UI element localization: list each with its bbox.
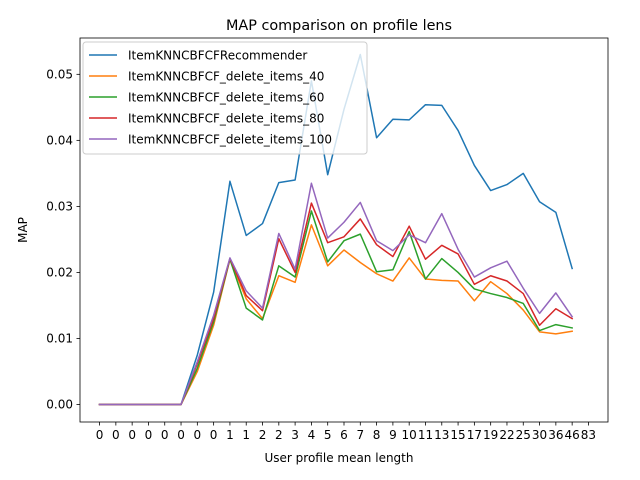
- x-tick-label: 0: [161, 428, 169, 442]
- x-tick-label: 0: [145, 428, 153, 442]
- chart-title: MAP comparison on profile lens: [226, 18, 452, 34]
- x-tick-label: 8: [373, 428, 381, 442]
- x-tick-label: 0: [210, 428, 218, 442]
- x-tick-label: 4: [308, 428, 316, 442]
- y-tick-label: 0.04: [46, 134, 73, 148]
- x-tick-label: 0: [128, 428, 136, 442]
- y-tick-label: 0.02: [46, 266, 73, 280]
- x-tick-label: 7: [356, 428, 364, 442]
- x-tick-label: 46: [565, 428, 580, 442]
- legend-entry-1: ItemKNNCBFCFRecommender: [128, 48, 307, 62]
- x-tick-label: 3: [291, 428, 299, 442]
- x-tick-label: 17: [467, 428, 482, 442]
- x-tick-label: 83: [581, 428, 596, 442]
- x-tick-label: 36: [548, 428, 563, 442]
- y-axis-label: MAP: [16, 217, 30, 243]
- x-tick-label: 0: [194, 428, 202, 442]
- y-tick-label: 0.01: [46, 332, 73, 346]
- y-tick-label: 0.05: [46, 68, 73, 82]
- x-tick-label: 10: [402, 428, 417, 442]
- x-tick-label: 13: [434, 428, 449, 442]
- y-tick-label: 0.03: [46, 200, 73, 214]
- x-tick-label: 1: [226, 428, 234, 442]
- x-tick-label: 0: [96, 428, 104, 442]
- x-tick-label: 22: [499, 428, 514, 442]
- x-tick-label: 0: [112, 428, 120, 442]
- x-tick-label: 11: [418, 428, 433, 442]
- series-line-5: [98, 182, 574, 406]
- legend-box: [82, 41, 368, 155]
- x-tick-label: 5: [324, 428, 332, 442]
- x-tick-label: 19: [483, 428, 498, 442]
- axes-layer: 0 0 0 0 0 0 0 0 1 1 2 2 3 4 5 6 7 8 9 10 11 13 15 17 19 22 25 30 36 4…: [46, 37, 609, 442]
- x-tick-label: 0: [177, 428, 185, 442]
- x-tick-label: 6: [340, 428, 348, 442]
- y-tick-label: 0.00: [46, 398, 73, 412]
- legend-entry-2: ItemKNNCBFCF_delete_items_40: [128, 69, 324, 83]
- x-tick-label: 2: [275, 428, 283, 442]
- legend-entry-3: ItemKNNCBFCF_delete_items_60: [128, 90, 324, 104]
- legend-entry-5: ItemKNNCBFCF_delete_items_100: [128, 132, 332, 146]
- x-tick-label: 15: [450, 428, 465, 442]
- legend: ItemKNNCBFCFRecommender ItemKNNCBFCF_dele…: [82, 41, 368, 155]
- legend-entry-4: ItemKNNCBFCF_delete_items_80: [128, 111, 324, 125]
- x-tick-label: 9: [389, 428, 397, 442]
- x-tick-label: 30: [532, 428, 547, 442]
- x-tick-label: 1: [242, 428, 250, 442]
- x-tick-label: 2: [259, 428, 267, 442]
- x-tick-label: 25: [516, 428, 531, 442]
- x-axis-label: User profile mean length: [265, 451, 414, 465]
